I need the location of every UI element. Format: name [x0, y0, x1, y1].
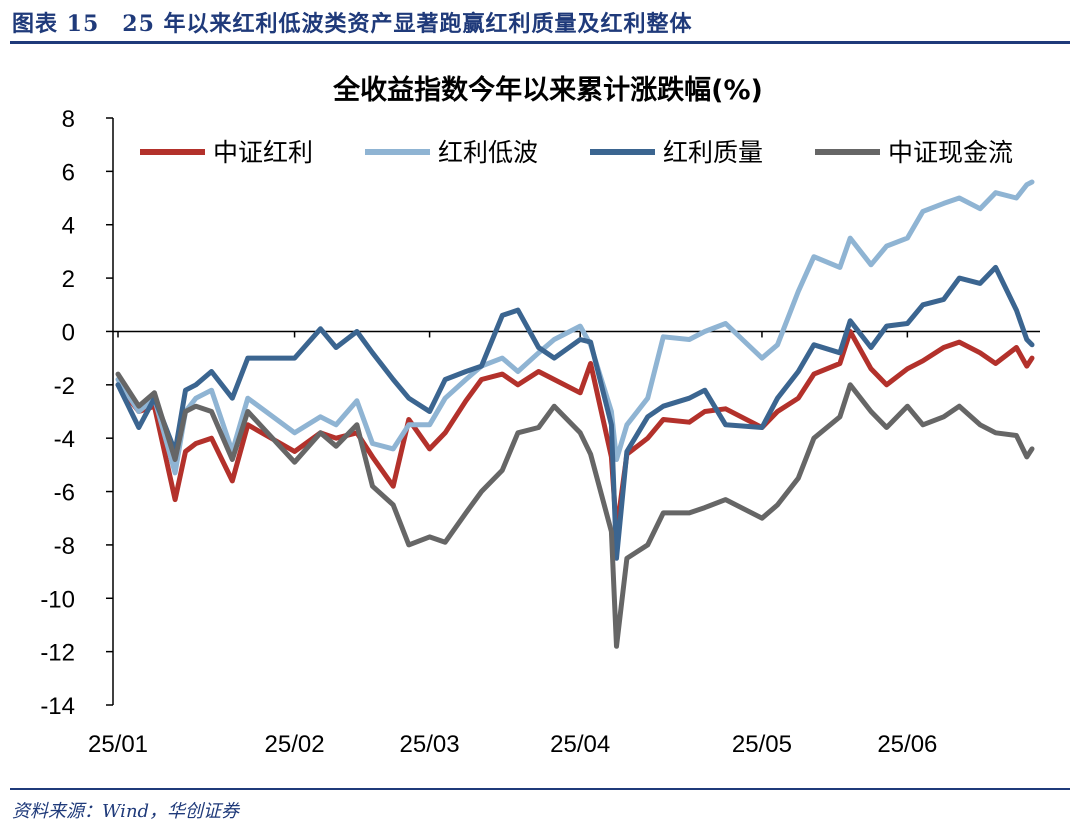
- y-tick-label: 2: [62, 266, 75, 293]
- y-tick-label: 4: [62, 213, 75, 240]
- legend-label-3: 中证现金流: [888, 138, 1013, 167]
- y-tick-label: -2: [54, 373, 75, 400]
- y-tick-label: -4: [54, 426, 75, 453]
- y-tick-label: 6: [62, 159, 75, 186]
- source-note: 资料来源：Wind，华创证券: [12, 801, 240, 822]
- y-tick-label: -12: [40, 640, 75, 667]
- series-line-3: [115, 371, 1035, 649]
- line-chart: 全收益指数今年以来累计涨跌幅(%) 8 6 4 2 0 -2 -4 -6 -8 -10 -12 -14…: [40, 74, 1040, 758]
- footer-divider: [10, 788, 1070, 790]
- legend-label-2: 红利质量: [663, 138, 763, 167]
- y-tick-label: -10: [40, 586, 75, 613]
- legend-label-0: 中证红利: [213, 138, 313, 167]
- x-tick-label: 25/06: [877, 731, 937, 758]
- y-tick-label: -6: [54, 480, 75, 507]
- x-axis: 25/01 25/02 25/03 25/04 25/05 25/06: [88, 330, 1040, 758]
- legend: 中证红利 红利低波 红利质量 中证现金流: [140, 138, 1013, 167]
- series-line-0: [115, 329, 1035, 535]
- x-tick-label: 25/04: [550, 731, 610, 758]
- chart-title: 全收益指数今年以来累计涨跌幅(%): [332, 74, 763, 106]
- series-layer: [115, 179, 1035, 649]
- x-tick-label: 25/05: [732, 731, 792, 758]
- y-axis: 8 6 4 2 0 -2 -4 -6 -8 -10 -12 -14: [40, 106, 114, 720]
- x-tick-label: 25/03: [400, 731, 460, 758]
- series-line-2: [115, 264, 1035, 561]
- y-tick-label: 0: [62, 319, 75, 346]
- y-tick-label: -14: [40, 693, 75, 720]
- x-tick-label: 25/02: [265, 731, 325, 758]
- x-tick-label: 25/01: [88, 731, 148, 758]
- title-divider: [10, 41, 1070, 44]
- legend-label-1: 红利低波: [438, 138, 538, 167]
- y-tick-label: 8: [62, 106, 75, 133]
- y-tick-label: -8: [54, 533, 75, 560]
- page-title: 图表 15 25 年以来红利低波类资产显著跑赢红利质量及红利整体: [12, 11, 693, 37]
